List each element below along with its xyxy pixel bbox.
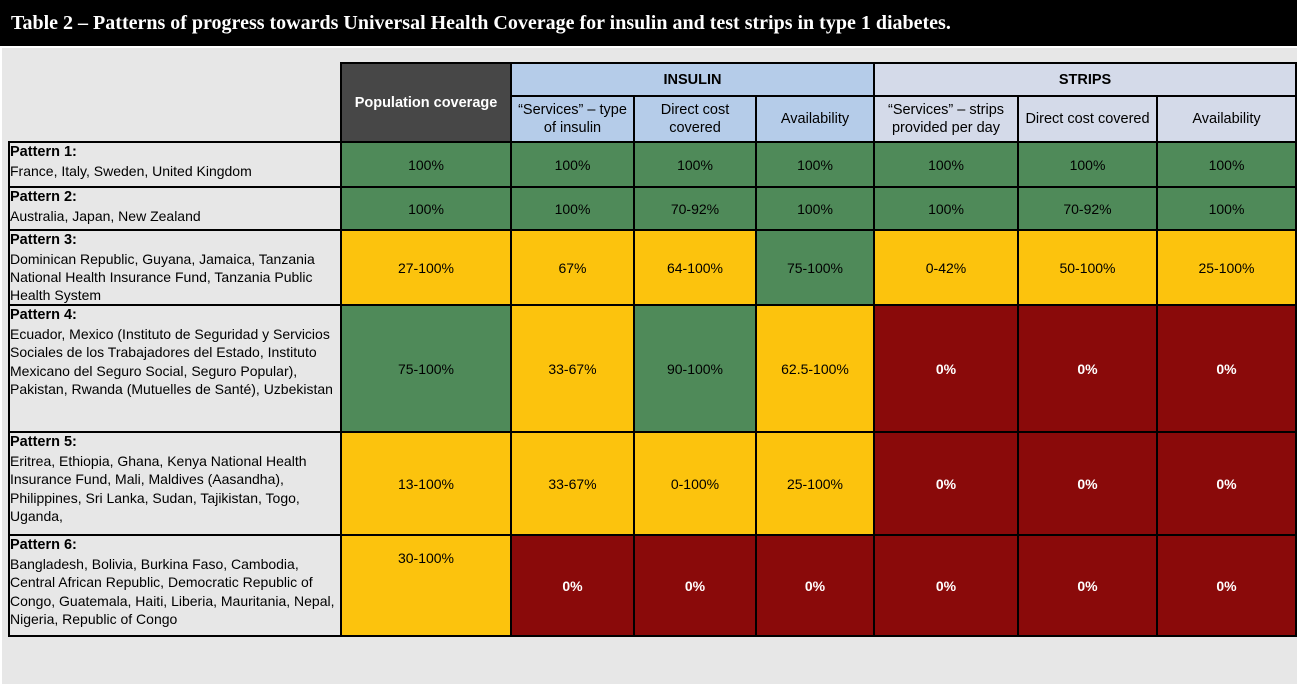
- pattern-label: Pattern 2: Australia, Japan, New Zealand: [8, 186, 342, 231]
- value-cell: 70-92%: [633, 186, 757, 231]
- pattern-label: Pattern 1: France, Italy, Sweden, United …: [8, 141, 342, 188]
- pattern-name: Pattern 6:: [10, 537, 77, 554]
- pattern-countries: Bangladesh, Bolivia, Burkina Faso, Cambo…: [10, 556, 335, 627]
- table-row: Pattern 1: France, Italy, Sweden, United …: [8, 141, 1297, 188]
- table-row: Pattern 3: Dominican Republic, Guyana, Ja…: [8, 228, 1297, 307]
- value-cell: 100%: [755, 141, 875, 188]
- value-cell: 25-100%: [755, 431, 875, 537]
- pattern-countries: France, Italy, Sweden, United Kingdom: [10, 162, 252, 179]
- value-cell: 90-100%: [633, 304, 757, 434]
- pattern-name: Pattern 3:: [10, 232, 77, 248]
- pattern-label: Pattern 4: Ecuador, Mexico (Instituto de …: [8, 304, 342, 434]
- population-coverage-header: Population coverage: [340, 62, 512, 143]
- col-header-strips-availability: Availability: [1156, 95, 1297, 143]
- value-cell: 0%: [873, 534, 1019, 638]
- table-title: Table 2 – Patterns of progress towards U…: [11, 11, 951, 34]
- pattern-countries: Australia, Japan, New Zealand: [10, 207, 201, 224]
- value-cell: 0%: [1156, 534, 1297, 638]
- pattern-name: Pattern 1:: [10, 144, 77, 160]
- value-cell: 0%: [1156, 304, 1297, 434]
- value-cell: 75-100%: [340, 304, 512, 434]
- value-cell: 0%: [873, 431, 1019, 537]
- value-cell: 0%: [1017, 534, 1158, 638]
- value-cell: 0%: [510, 534, 635, 638]
- corner-cell: [9, 63, 341, 142]
- table-row: Pattern 4: Ecuador, Mexico (Instituto de …: [8, 304, 1297, 434]
- value-cell: 50-100%: [1017, 228, 1158, 307]
- col-header-insulin-services: “Services” – type of insulin: [510, 95, 635, 143]
- pattern-name: Pattern 5:: [10, 434, 77, 451]
- value-cell: 0%: [1017, 431, 1158, 537]
- value-cell: 0%: [755, 534, 875, 638]
- value-cell: 100%: [340, 186, 512, 231]
- value-cell: 100%: [1156, 186, 1297, 231]
- value-cell: 13-100%: [340, 431, 512, 537]
- value-cell: 100%: [1156, 141, 1297, 188]
- value-cell: 70-92%: [1017, 186, 1158, 231]
- pattern-countries: Ecuador, Mexico (Instituto de Seguridad …: [10, 326, 333, 397]
- value-cell: 100%: [755, 186, 875, 231]
- table-row: Pattern 2: Australia, Japan, New Zealand 1…: [8, 186, 1297, 231]
- value-cell: 67%: [510, 228, 635, 307]
- value-cell: 0%: [633, 534, 757, 638]
- value-cell: 33-67%: [510, 431, 635, 537]
- strips-group-header: STRIPS: [873, 62, 1297, 97]
- table-panel: Population coverage INSULIN STRIPS “Serv…: [2, 48, 1297, 684]
- table-body: Pattern 1: France, Italy, Sweden, United …: [8, 141, 1297, 638]
- value-cell: 100%: [873, 141, 1019, 188]
- col-header-insulin-direct-cost: Direct cost covered: [633, 95, 757, 143]
- pattern-countries: Dominican Republic, Guyana, Jamaica, Tan…: [10, 250, 315, 304]
- value-cell: 25-100%: [1156, 228, 1297, 307]
- value-cell: 64-100%: [633, 228, 757, 307]
- uhc-table: Population coverage INSULIN STRIPS “Serv…: [8, 62, 1297, 638]
- col-header-strips-direct-cost: Direct cost covered: [1017, 95, 1158, 143]
- value-cell: 30-100%: [340, 534, 512, 638]
- value-cell: 62.5-100%: [755, 304, 875, 434]
- value-cell: 0-42%: [873, 228, 1019, 307]
- value-cell: 100%: [340, 141, 512, 188]
- value-cell: 0%: [873, 304, 1019, 434]
- pattern-label: Pattern 6: Bangladesh, Bolivia, Burkina F…: [8, 534, 342, 638]
- pattern-name: Pattern 4:: [10, 307, 77, 324]
- value-cell: 33-67%: [510, 304, 635, 434]
- value-cell: 100%: [510, 141, 635, 188]
- table-row: Pattern 6: Bangladesh, Bolivia, Burkina F…: [8, 534, 1297, 638]
- value-cell: 0%: [1156, 431, 1297, 537]
- value-cell: 0-100%: [633, 431, 757, 537]
- pattern-label: Pattern 5: Eritrea, Ethiopia, Ghana, Keny…: [8, 431, 342, 537]
- col-header-insulin-availability: Availability: [755, 95, 875, 143]
- value-cell: 100%: [1017, 141, 1158, 188]
- value-cell: 100%: [510, 186, 635, 231]
- value-cell: 75-100%: [755, 228, 875, 307]
- pattern-label: Pattern 3: Dominican Republic, Guyana, Ja…: [8, 228, 342, 307]
- col-header-strips-services: “Services” – strips provided per day: [873, 95, 1019, 143]
- pattern-name: Pattern 2:: [10, 189, 77, 205]
- table-title-bar: Table 2 – Patterns of progress towards U…: [0, 0, 1297, 46]
- table-row: Pattern 5: Eritrea, Ethiopia, Ghana, Keny…: [8, 431, 1297, 537]
- insulin-group-header: INSULIN: [510, 62, 875, 97]
- value-cell: 100%: [873, 186, 1019, 231]
- value-cell: 100%: [633, 141, 757, 188]
- value-cell: 0%: [1017, 304, 1158, 434]
- pattern-countries: Eritrea, Ethiopia, Ghana, Kenya National…: [10, 453, 307, 524]
- value-cell: 27-100%: [340, 228, 512, 307]
- table-header: Population coverage INSULIN STRIPS “Serv…: [9, 62, 1297, 143]
